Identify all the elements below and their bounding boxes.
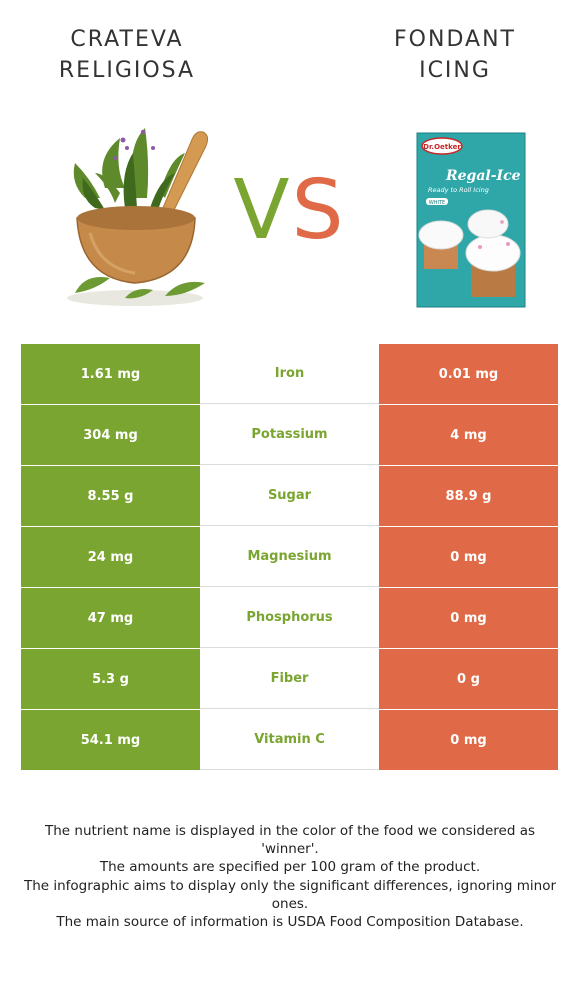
nutrient-comparison-table: 1.61 mg Iron 0.01 mg 304 mg Potassium 4 mg 8.5… — [21, 344, 558, 770]
table-row: 24 mg Magnesium 0 mg — [21, 526, 558, 587]
footnote-4: The main source of information is USDA F… — [56, 914, 524, 931]
left-value-cell: 8.55 g — [21, 466, 200, 526]
table-row: 47 mg Phosphorus 0 mg — [21, 587, 558, 648]
nutrient-name-cell: Sugar — [200, 466, 379, 526]
nutrient-name-cell: Fiber — [200, 649, 379, 709]
package-name: Regal-Ice — [445, 168, 521, 184]
left-value-cell: 47 mg — [21, 588, 200, 648]
package-brand: Dr.Oetker — [423, 143, 461, 151]
left-value-cell: 24 mg — [21, 527, 200, 587]
versus-v: V — [233, 163, 292, 258]
left-food-title-line1: CRATEVA — [70, 27, 184, 52]
package-variant: WHITE — [429, 200, 445, 206]
versus-label: VS — [222, 166, 357, 256]
nutrient-name-cell: Vitamin C — [200, 710, 379, 770]
mortar-herbs-image — [67, 128, 209, 306]
right-food-title: FONDANT ICING — [345, 24, 565, 86]
footnote-1: The nutrient name is displayed in the co… — [44, 823, 536, 858]
table-row: 1.61 mg Iron 0.01 mg — [21, 344, 558, 404]
right-food-title-line2: ICING — [419, 58, 491, 83]
right-value-cell: 0 mg — [379, 588, 558, 648]
table-row: 5.3 g Fiber 0 g — [21, 648, 558, 709]
right-value-cell: 0.01 mg — [379, 344, 558, 404]
nutrient-name-cell: Magnesium — [200, 527, 379, 587]
nutrient-name-cell: Iron — [200, 344, 379, 404]
right-value-cell: 0 mg — [379, 527, 558, 587]
versus-s: S — [291, 163, 346, 258]
nutrient-name-cell: Phosphorus — [200, 588, 379, 648]
left-value-cell: 1.61 mg — [21, 344, 200, 404]
left-food-title-line2: RELIGIOSA — [58, 58, 196, 83]
left-food-title: CRATEVA RELIGIOSA — [17, 24, 237, 86]
footnote-3: The infographic aims to display only the… — [23, 877, 557, 912]
package-tagline: Ready to Roll Icing — [428, 186, 489, 194]
left-value-cell: 54.1 mg — [21, 710, 200, 770]
right-value-cell: 88.9 g — [379, 466, 558, 526]
nutrient-name-cell: Potassium — [200, 405, 379, 465]
right-food-title-line1: FONDANT — [394, 27, 516, 52]
right-value-cell: 4 mg — [379, 405, 558, 465]
icing-package-image: Dr.Oetker Regal-Ice Ready to Roll Icing … — [416, 132, 526, 308]
left-value-cell: 304 mg — [21, 405, 200, 465]
right-value-cell: 0 mg — [379, 710, 558, 770]
table-row: 8.55 g Sugar 88.9 g — [21, 465, 558, 526]
footnote-2: The amounts are specified per 100 gram o… — [99, 859, 481, 876]
right-value-cell: 0 g — [379, 649, 558, 709]
left-value-cell: 5.3 g — [21, 649, 200, 709]
footnotes: The nutrient name is displayed in the co… — [20, 822, 560, 931]
table-row: 304 mg Potassium 4 mg — [21, 404, 558, 465]
